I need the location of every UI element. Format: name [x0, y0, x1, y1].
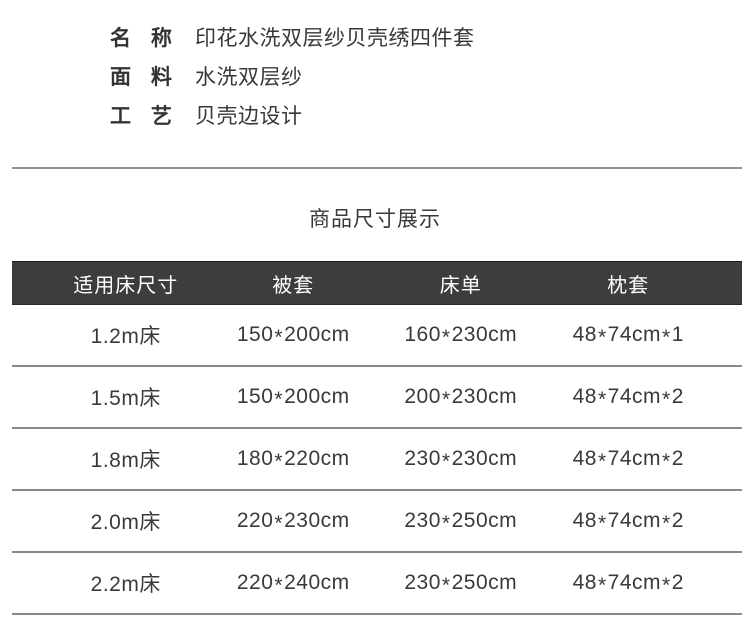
- table-header-row: 适用床尺寸 被套 床单 枕套: [12, 261, 742, 305]
- cell-pillowcase: 48*74cm*2: [572, 509, 684, 535]
- attribute-value-fabric: 水洗双层纱: [195, 65, 303, 89]
- product-info-row-name: 名 称 印花水洗双层纱贝壳绣四件套: [0, 17, 750, 56]
- product-info-block: 名 称 印花水洗双层纱贝壳绣四件套 面 料 水洗双层纱 工 艺 贝壳边设计: [0, 0, 750, 134]
- cell-quilt-cover: 220*240cm: [236, 571, 350, 597]
- cell-quilt-cover: 150*200cm: [236, 323, 350, 349]
- cell-bed-size: 2.0m床: [90, 511, 161, 534]
- cell-bed-sheet: 160*230cm: [404, 323, 518, 349]
- table-row: 1.2m床 150*200cm 160*230cm 48*74cm*1: [12, 305, 742, 367]
- cell-quilt-cover: 180*220cm: [236, 447, 350, 473]
- cell-bed-sheet: 230*230cm: [404, 447, 518, 473]
- attribute-value-name: 印花水洗双层纱贝壳绣四件套: [195, 26, 475, 50]
- size-table: 适用床尺寸 被套 床单 枕套 1.2m床 150*200cm 160*230cm…: [12, 261, 742, 615]
- cell-bed-size: 2.2m床: [90, 573, 161, 596]
- product-info-row-fabric: 面 料 水洗双层纱: [0, 56, 750, 95]
- cell-bed-size: 1.8m床: [90, 449, 161, 472]
- cell-quilt-cover: 220*230cm: [236, 509, 350, 535]
- section-title: 商品尺寸展示: [309, 208, 441, 231]
- attribute-label-craft: 工 艺: [110, 104, 172, 128]
- cell-bed-size: 1.2m床: [90, 325, 161, 348]
- table-row: 1.8m床 180*220cm 230*230cm 48*74cm*2: [12, 429, 742, 491]
- cell-quilt-cover: 150*200cm: [236, 385, 350, 411]
- attribute-value-craft: 贝壳边设计: [195, 104, 303, 128]
- cell-pillowcase: 48*74cm*2: [572, 385, 684, 411]
- cell-bed-size: 1.5m床: [90, 387, 161, 410]
- header-cell-pillowcase: 枕套: [607, 274, 650, 297]
- header-cell-bed-sheet: 床单: [439, 274, 482, 297]
- table-row: 2.2m床 220*240cm 230*250cm 48*74cm*2: [12, 553, 742, 615]
- attribute-label-fabric: 面 料: [110, 65, 172, 89]
- table-row: 2.0m床 220*230cm 230*250cm 48*74cm*2: [12, 491, 742, 553]
- header-cell-bed-size: 适用床尺寸: [73, 274, 179, 297]
- cell-pillowcase: 48*74cm*2: [572, 447, 684, 473]
- cell-bed-sheet: 200*230cm: [404, 385, 518, 411]
- cell-pillowcase: 48*74cm*2: [572, 571, 684, 597]
- product-info-row-craft: 工 艺 贝壳边设计: [0, 95, 750, 134]
- header-cell-quilt-cover: 被套: [272, 274, 315, 297]
- table-row: 1.5m床 150*200cm 200*230cm 48*74cm*2: [12, 367, 742, 429]
- section-divider: [12, 167, 742, 169]
- cell-bed-sheet: 230*250cm: [404, 571, 518, 597]
- attribute-label-name: 名 称: [110, 26, 172, 50]
- cell-bed-sheet: 230*250cm: [404, 509, 518, 535]
- cell-pillowcase: 48*74cm*1: [572, 323, 684, 349]
